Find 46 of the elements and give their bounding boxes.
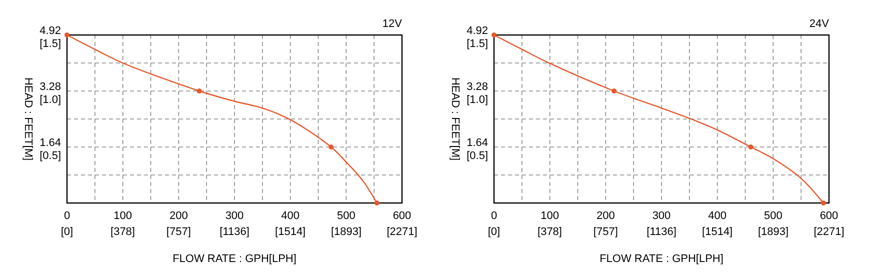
x-tick-label: 0	[490, 210, 498, 222]
x2-tick-label: [757]	[593, 226, 618, 238]
x-tick-label: 100	[114, 210, 132, 222]
y2-tick-label: [1.0]	[40, 94, 61, 106]
x2-tick-label: [1893]	[758, 226, 789, 238]
x-tick-label: 100	[540, 210, 560, 222]
x2-tick-label: [2271]	[386, 226, 418, 238]
y2-tick-label: [0.5]	[466, 150, 488, 162]
y-axis-title: HEAD : FEET[M]	[449, 77, 461, 161]
x-axis-title: FLOW RATE : GPH[LPH]	[172, 253, 296, 265]
y2-tick-label: [1.5]	[466, 38, 488, 50]
x2-tick-label: [1136]	[646, 226, 676, 238]
chart-title: 12V	[382, 18, 403, 30]
x-tick-label: 200	[169, 210, 188, 222]
x2-tick-label: [0]	[488, 226, 500, 238]
x-tick-label: 600	[392, 210, 412, 222]
y-tick-label: 3.28	[466, 81, 488, 93]
y-tick-label: 1.64	[466, 137, 488, 149]
x-tick-label: 300	[652, 210, 671, 222]
x2-tick-label: [1136]	[220, 226, 250, 238]
x2-tick-label: [2271]	[814, 226, 844, 238]
x-tick-label: 400	[708, 210, 727, 222]
y-tick-label: 1.64	[40, 137, 61, 149]
y2-tick-label: [0.5]	[40, 150, 61, 162]
x-tick-label: 400	[281, 210, 300, 222]
chart-title: 24V	[809, 18, 830, 30]
x-tick-label: 500	[336, 210, 356, 222]
y-tick-label: 4.92	[40, 25, 61, 37]
x-tick-label: 200	[596, 210, 615, 222]
y-tick-label: 4.92	[466, 25, 488, 37]
x2-tick-label: [0]	[60, 226, 74, 238]
y-axis-title: HEAD : FEET[M]	[22, 77, 34, 161]
x-tick-label: 500	[764, 210, 782, 222]
x2-tick-label: [1893]	[330, 226, 362, 238]
x2-tick-label: [378]	[110, 226, 135, 238]
x2-tick-label: [378]	[538, 226, 562, 238]
x2-tick-label: [757]	[166, 226, 191, 238]
y-tick-label: 3.28	[40, 81, 61, 93]
x-tick-label: 600	[820, 210, 838, 222]
x-axis-title: FLOW RATE : GPH[LPH]	[600, 253, 724, 265]
x-tick-label: 300	[225, 210, 244, 222]
x2-tick-label: [1514]	[702, 226, 733, 238]
y2-tick-label: [1.5]	[40, 38, 61, 50]
x-tick-label: 0	[64, 210, 70, 222]
x2-tick-label: [1514]	[275, 226, 306, 238]
y2-tick-label: [1.0]	[466, 94, 488, 106]
